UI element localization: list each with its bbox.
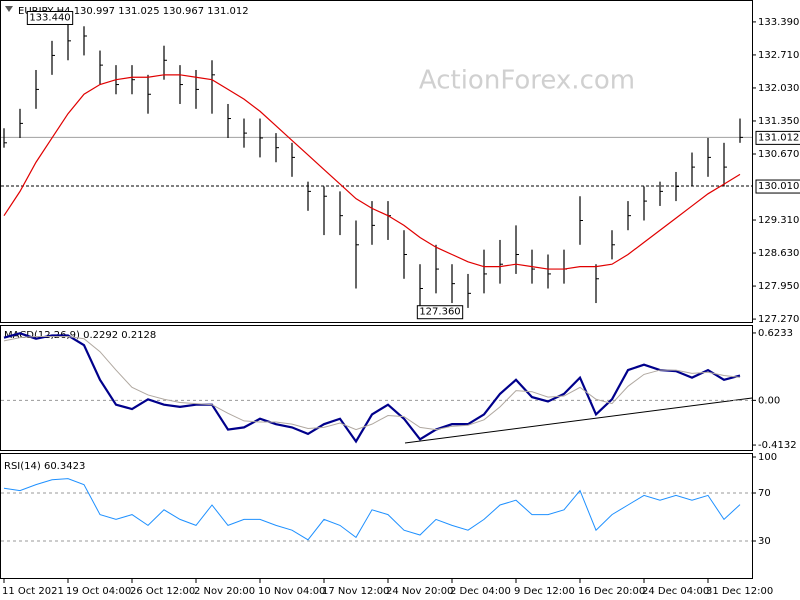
y-tick-label: 100 (758, 452, 777, 463)
y-tick-label: 127.270 (758, 314, 799, 325)
extreme-label: 133.440 (29, 12, 70, 23)
trendline (404, 397, 753, 444)
indicator-line (3, 478, 741, 541)
panel-title: RSI(14) 60.3423 (4, 461, 85, 472)
extreme-label: 127.360 (419, 307, 460, 318)
panel-title: MACD(12,26,9) 0.2292 0.2128 (4, 330, 156, 341)
label-box (26, 10, 74, 25)
price-line-label: 131.012 (758, 132, 799, 143)
y-tick-label: 0.00 (758, 395, 780, 406)
price-panel (0, 0, 753, 323)
x-tick-label: 26 Oct 12:00 (130, 586, 195, 597)
panel-title: EURJPY,H4 130.997 131.025 130.967 131.01… (18, 6, 249, 17)
y-tick-label: 128.630 (758, 248, 799, 259)
x-tick-label: 10 Nov 04:00 (258, 586, 325, 597)
indicator-line (3, 332, 741, 444)
y-tick-label: 130.670 (758, 149, 799, 160)
x-tick-label: 31 Dec 12:00 (706, 586, 773, 597)
x-tick-label: 24 Nov 20:00 (386, 586, 453, 597)
x-tick-label: 24 Dec 04:00 (642, 586, 709, 597)
y-tick-label: 133.390 (758, 17, 799, 28)
y-tick-label: -0.4132 (758, 440, 797, 451)
x-tick-label: 11 Oct 2021 (2, 586, 64, 597)
x-tick-label: 2 Nov 20:00 (194, 586, 255, 597)
x-tick-label: 9 Dec 12:00 (514, 586, 575, 597)
y-tick-label: 132.710 (758, 50, 799, 61)
y-tick-label: 30 (758, 536, 771, 547)
price-line-label: 130.010 (758, 181, 799, 192)
label-box (416, 305, 464, 320)
label-box (755, 130, 800, 145)
moving-average (3, 74, 741, 270)
y-tick-label: 131.350 (758, 116, 799, 127)
rsi-panel (0, 453, 753, 579)
indicator-line (3, 336, 741, 431)
x-tick-label: 19 Oct 04:00 (66, 586, 131, 597)
macd-panel (0, 325, 753, 451)
y-tick-label: 129.310 (758, 215, 799, 226)
label-box (755, 179, 800, 194)
y-tick-label: 0.6233 (758, 328, 793, 339)
y-tick-label: 132.030 (758, 83, 799, 94)
x-tick-label: 17 Nov 12:00 (322, 586, 389, 597)
x-tick-label: 2 Dec 04:00 (450, 586, 511, 597)
x-tick-label: 16 Dec 20:00 (578, 586, 645, 597)
y-tick-label: 70 (758, 488, 771, 499)
watermark: ActionForex.com (419, 66, 635, 96)
y-tick-label: 127.950 (758, 281, 799, 292)
symbol-icon (5, 6, 13, 12)
